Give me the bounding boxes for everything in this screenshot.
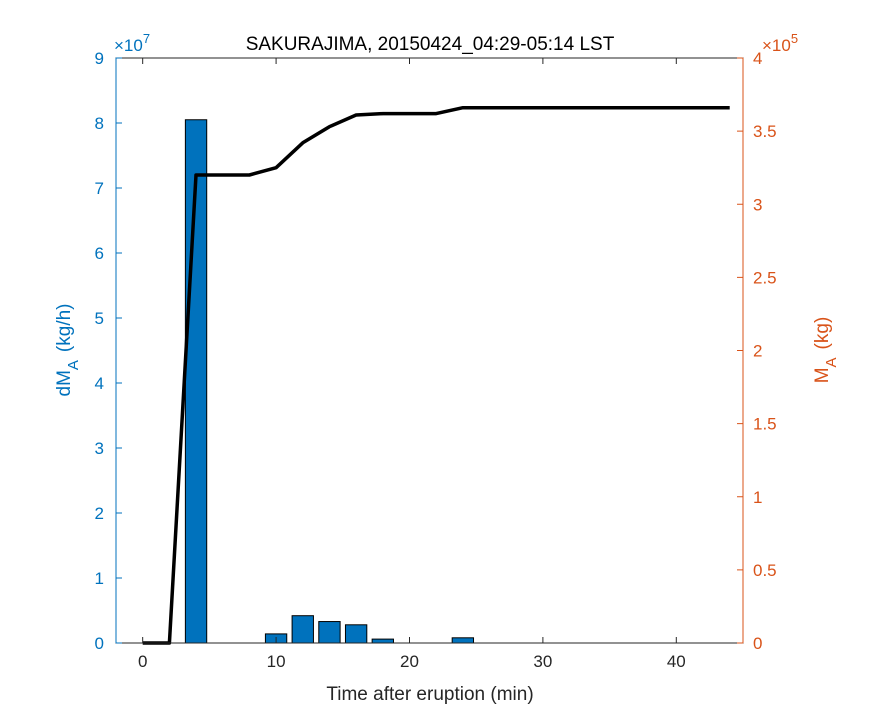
left-tick-label: 4 bbox=[95, 374, 104, 393]
left-tick-label: 1 bbox=[95, 569, 104, 588]
chart-title: SAKURAJIMA, 20150424_04:29-05:14 LST bbox=[246, 34, 615, 55]
x-axis-label: Time after eruption (min) bbox=[326, 684, 533, 705]
plot-area bbox=[116, 58, 743, 643]
left-tick-label: 9 bbox=[95, 49, 104, 68]
bar bbox=[451, 637, 475, 644]
ticks-layer: 0 10 20 30 40 0 1 2 3 4 5 6 7 8 9 0 0.5 1 1.5 2 2.5 3 3.5 4 bbox=[95, 49, 777, 671]
right-exponent: ×105 bbox=[762, 31, 798, 55]
left-tick-label: 7 bbox=[95, 179, 104, 198]
line-layer bbox=[142, 105, 730, 645]
x-tick-label: 0 bbox=[138, 652, 147, 671]
right-tick-label: 3 bbox=[753, 195, 762, 214]
left-tick-label: 8 bbox=[95, 114, 104, 133]
left-exponent: ×107 bbox=[114, 31, 150, 55]
x-tick-label: 10 bbox=[267, 652, 286, 671]
bar bbox=[344, 624, 368, 644]
left-tick-label: 2 bbox=[95, 504, 104, 523]
right-tick-label: 2.5 bbox=[753, 268, 777, 287]
x-tick-label: 20 bbox=[400, 652, 419, 671]
x-tick-label: 30 bbox=[533, 652, 552, 671]
bar bbox=[318, 621, 341, 644]
left-tick-label: 6 bbox=[95, 244, 104, 263]
left-axis-label: dMA(kg/h) bbox=[54, 304, 82, 397]
right-tick-label: 2 bbox=[753, 342, 762, 361]
right-tick-label: 1 bbox=[753, 488, 762, 507]
right-tick-label: 1.5 bbox=[753, 415, 777, 434]
right-axis-label: MA(kg) bbox=[812, 317, 840, 384]
bar bbox=[371, 638, 394, 644]
left-tick-label: 5 bbox=[95, 309, 104, 328]
right-tick-label: 0.5 bbox=[753, 561, 777, 580]
bar bbox=[291, 615, 314, 644]
left-tick-label: 3 bbox=[95, 439, 104, 458]
right-tick-label: 4 bbox=[753, 49, 762, 68]
cumulative-mass-line bbox=[142, 105, 730, 645]
right-tick-label: 3.5 bbox=[753, 122, 777, 141]
right-tick-label: 0 bbox=[753, 634, 762, 653]
left-tick-label: 0 bbox=[95, 634, 104, 653]
x-tick-label: 40 bbox=[667, 652, 686, 671]
